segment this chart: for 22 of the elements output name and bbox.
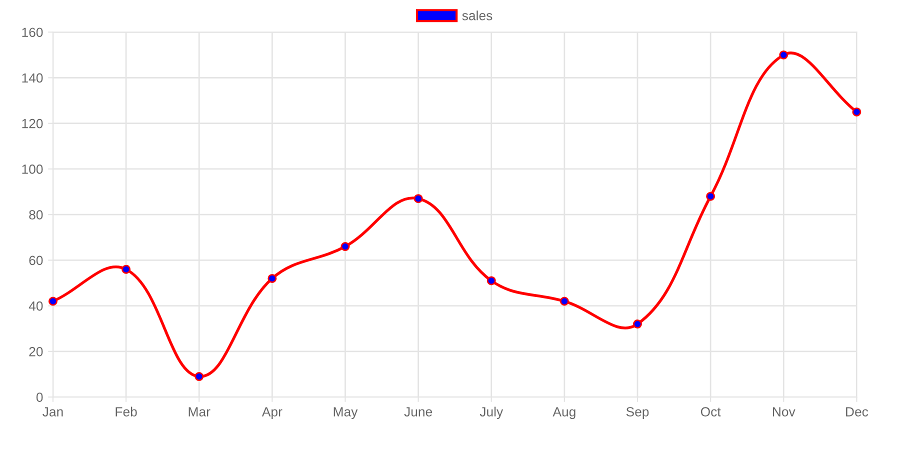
x-tick-label: Apr <box>262 407 282 420</box>
x-tick-label: May <box>334 407 358 420</box>
legend-label: sales <box>462 10 492 20</box>
x-tick-label: Sep <box>626 407 649 420</box>
x-tick-label: Feb <box>116 406 137 416</box>
x-tick-label: June <box>404 407 432 416</box>
x-tick-label: Oct <box>700 407 721 416</box>
y-tick-label: 40 <box>28 301 43 311</box>
y-tick-label: 20 <box>29 346 43 356</box>
y-tick-label: 0 <box>36 392 43 402</box>
y-tick-label: 100 <box>22 164 43 174</box>
x-tick-label: July <box>480 406 504 420</box>
x-tick-label: Mar <box>188 407 210 416</box>
y-tick-label: 120 <box>22 118 43 128</box>
x-tick-label: Dec <box>846 407 868 416</box>
y-tick-label: 60 <box>29 256 43 266</box>
x-tick-label: Aug <box>552 407 576 420</box>
y-tick-label: 80 <box>29 210 43 220</box>
x-tick-label: Jan <box>42 407 63 416</box>
y-tick-label: 160 <box>22 28 43 38</box>
x-tick-label: Nov <box>772 407 796 416</box>
y-tick-label: 140 <box>22 73 43 83</box>
